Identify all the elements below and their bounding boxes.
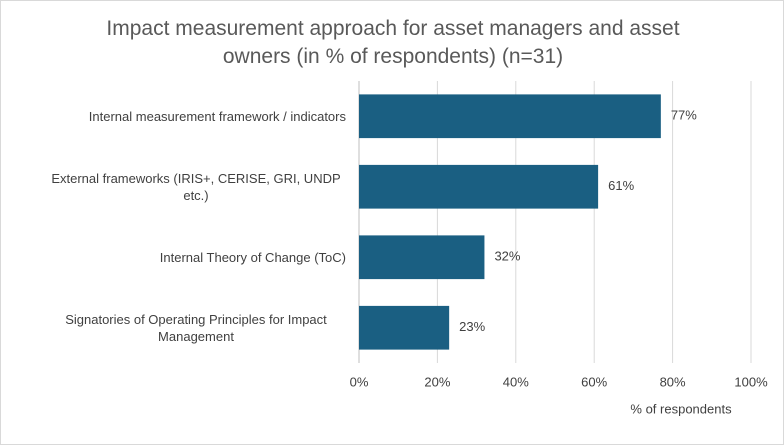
chart-title: Impact measurement approach for asset ma… <box>106 17 680 68</box>
x-tick-label: 0% <box>350 374 369 389</box>
category-text: External frameworks (IRIS+, CERISE, GRI,… <box>51 170 341 203</box>
x-tick-label: 80% <box>660 374 686 389</box>
category-text: Signatories of Operating Principles for … <box>65 311 327 344</box>
x-axis-title: % of respondents <box>630 401 732 416</box>
bar <box>359 305 450 350</box>
x-tick-label: 100% <box>734 374 768 389</box>
y-tick-label: Internal measurement framework / indicat… <box>16 108 346 125</box>
category-text: Internal measurement framework / indicat… <box>88 108 346 124</box>
y-tick-label: Internal Theory of Change (ToC) <box>16 249 346 266</box>
data-label: 61% <box>608 178 634 193</box>
bar <box>359 94 661 139</box>
data-label: 32% <box>494 249 520 264</box>
category-text: Internal Theory of Change (ToC) <box>159 249 346 265</box>
bar <box>359 164 599 209</box>
y-tick-label: Signatories of Operating Principles for … <box>16 311 346 345</box>
data-label: 77% <box>671 108 697 123</box>
x-tick-label: 60% <box>581 374 607 389</box>
y-tick-label: External frameworks (IRIS+, CERISE, GRI,… <box>16 170 346 204</box>
data-label: 23% <box>459 319 485 334</box>
bar <box>359 235 485 280</box>
x-tick-label: 20% <box>424 374 450 389</box>
x-tick-label: 40% <box>503 374 529 389</box>
